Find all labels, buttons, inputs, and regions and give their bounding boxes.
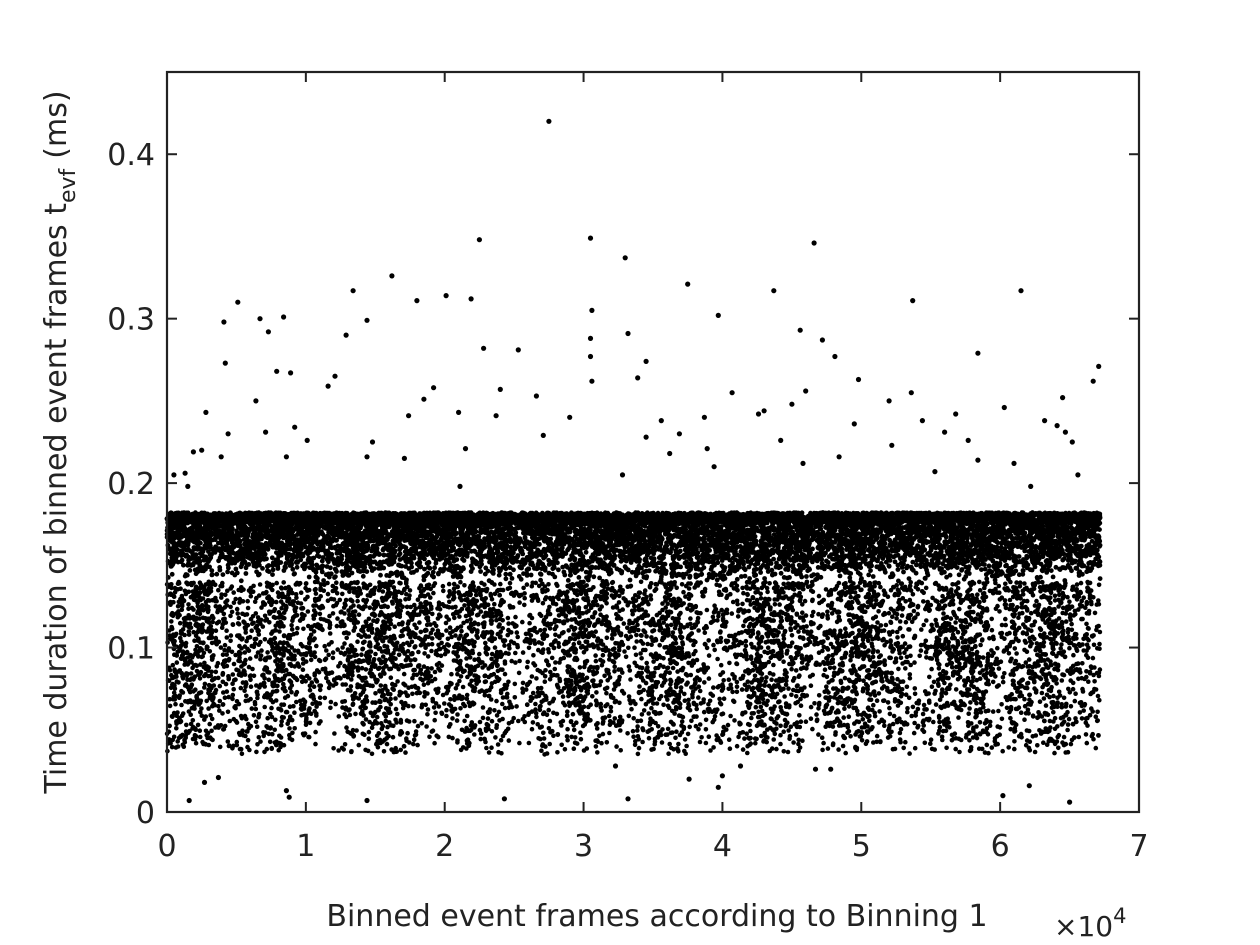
data-point <box>214 571 220 577</box>
data-point <box>294 564 300 570</box>
data-point <box>332 575 337 580</box>
data-point <box>583 569 589 575</box>
data-point <box>790 563 796 568</box>
data-point <box>895 567 901 572</box>
data-point <box>986 563 992 569</box>
data-point <box>643 575 649 581</box>
data-point <box>847 575 853 581</box>
data-point <box>509 576 515 581</box>
data-point <box>857 572 863 577</box>
data-point <box>477 564 483 570</box>
data-point <box>187 568 193 573</box>
data-point <box>959 567 964 573</box>
data-point <box>627 577 633 583</box>
data-point <box>478 569 483 574</box>
data-point <box>565 578 571 583</box>
data-point <box>913 570 919 576</box>
data-point <box>966 564 972 569</box>
data-point <box>866 572 872 578</box>
data-point <box>778 570 784 576</box>
data-point <box>901 569 906 575</box>
data-point <box>1020 571 1026 577</box>
data-point <box>818 574 824 580</box>
data-point <box>528 572 534 578</box>
data-point <box>714 577 720 583</box>
data-points <box>164 118 1103 805</box>
data-point <box>944 574 949 580</box>
data-point <box>537 571 543 577</box>
data-point <box>583 549 589 555</box>
data-point <box>873 537 879 542</box>
data-point <box>804 574 809 579</box>
data-point <box>819 561 825 566</box>
data-point <box>774 560 779 566</box>
data-point <box>837 573 843 579</box>
data-point <box>1078 543 1084 549</box>
data-point <box>301 561 307 567</box>
data-point <box>677 548 683 554</box>
data-point <box>771 556 776 562</box>
data-point <box>260 566 265 571</box>
data-point <box>225 569 231 575</box>
data-point <box>586 574 591 580</box>
data-point <box>292 571 297 577</box>
data-point <box>1029 567 1035 573</box>
data-point <box>870 574 876 579</box>
data-point <box>809 573 814 579</box>
data-point <box>233 566 239 572</box>
data-point <box>450 574 456 579</box>
data-point <box>747 576 752 581</box>
data-point <box>555 560 560 566</box>
data-point <box>781 575 787 580</box>
data-point <box>889 574 895 579</box>
data-point <box>421 577 427 583</box>
data-point <box>360 573 366 579</box>
data-point <box>550 566 556 572</box>
data-point <box>483 565 489 571</box>
data-point <box>880 556 886 561</box>
data-point <box>270 567 276 573</box>
data-point <box>169 571 175 577</box>
data-point <box>432 565 437 571</box>
data-point <box>238 578 244 584</box>
data-point <box>789 525 794 530</box>
data-point <box>503 576 509 582</box>
data-point <box>411 553 416 559</box>
data-point <box>1097 576 1103 581</box>
data-point <box>1074 566 1080 571</box>
data-point <box>319 558 325 564</box>
data-point <box>717 572 723 578</box>
data-point <box>741 565 747 571</box>
data-point <box>956 572 962 578</box>
data-point <box>243 571 249 576</box>
data-point <box>895 562 901 568</box>
data-point <box>397 551 403 557</box>
data-point <box>220 572 226 577</box>
